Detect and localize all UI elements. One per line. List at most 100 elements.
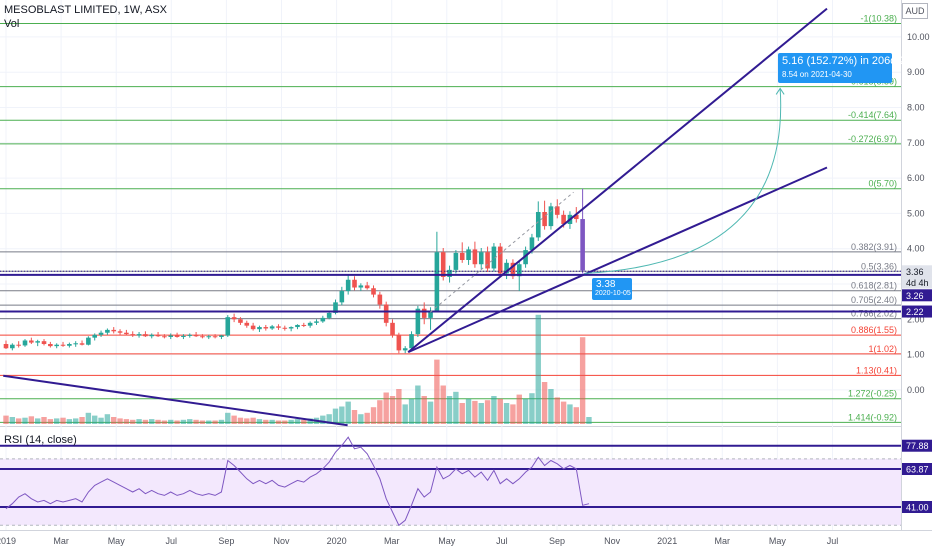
candle-body-48 — [307, 322, 313, 326]
volume-bar-84 — [535, 314, 541, 424]
volume-bar-14 — [92, 415, 98, 424]
candle-47 — [301, 322, 307, 328]
candle-71 — [453, 250, 459, 274]
fib-levels: -1(10.38)-0.618(8.59)-0.414(7.64)-0.272(… — [0, 13, 901, 423]
candle-6 — [41, 339, 47, 346]
x-tick-15: Jul — [827, 536, 839, 546]
candle-body-56 — [358, 285, 364, 288]
candle-body-91 — [580, 219, 585, 271]
rsi-badge-2: 41.00 — [906, 503, 929, 513]
candle-50 — [320, 315, 326, 323]
rsi-badge-0: 77.88 — [906, 441, 929, 451]
candle-54 — [345, 274, 351, 295]
candle-body-54 — [345, 279, 351, 292]
candle-body-52 — [333, 302, 338, 313]
volume-bars — [3, 314, 592, 424]
candle-body-9 — [60, 344, 66, 346]
volume-bar-55 — [351, 410, 358, 424]
rsi-badge-1: 63.87 — [906, 465, 929, 475]
volume-bar-43 — [275, 420, 282, 424]
candle-19 — [124, 329, 129, 336]
candle-body-63 — [402, 348, 408, 351]
grid — [0, 0, 901, 530]
candle-9 — [60, 341, 66, 347]
currency-button[interactable]: AUD — [902, 3, 928, 19]
candle-body-5 — [35, 341, 40, 343]
candle-body-23 — [149, 334, 155, 337]
volume-bar-29 — [187, 419, 193, 424]
candle-68 — [434, 231, 440, 313]
candle-body-36 — [231, 317, 237, 320]
candle-body-34 — [219, 335, 224, 337]
candle-84 — [535, 201, 541, 241]
candle-26 — [168, 333, 174, 340]
trendline-2 — [3, 374, 348, 427]
badge-level-a-bg — [902, 289, 932, 302]
volume-bar-1 — [9, 417, 16, 424]
candle-body-45 — [288, 327, 294, 329]
candle-body-10 — [67, 344, 72, 346]
fib-label-2: -0.414(7.64) — [848, 110, 897, 120]
candle-body-82 — [523, 250, 528, 265]
volume-bar-45 — [288, 419, 294, 424]
volume-bar-41 — [263, 419, 269, 424]
volume-bar-12 — [79, 417, 85, 424]
x-tick-11: Nov — [604, 536, 621, 546]
volume-bar-40 — [256, 419, 263, 424]
volume-bar-68 — [434, 359, 440, 424]
candle-body-43 — [276, 326, 281, 328]
candle-body-51 — [326, 312, 332, 318]
candle-10 — [67, 342, 72, 348]
candle-body-21 — [136, 334, 142, 336]
candle-61 — [390, 319, 395, 338]
trendlines — [0, 7, 901, 427]
candle-58 — [371, 285, 376, 298]
candle-body-2 — [16, 344, 21, 346]
volume-bar-10 — [66, 419, 73, 424]
fib-label-12: 1.13(0.41) — [856, 365, 897, 375]
candle-body-79 — [504, 262, 509, 274]
volume-bar-69 — [440, 385, 446, 424]
volume-bar-65 — [415, 385, 421, 424]
candle-3 — [22, 339, 28, 347]
projection-line1: 5.16 (152.72%) in 206d 21h — [782, 55, 918, 67]
candle-body-40 — [257, 327, 262, 330]
volume-bar-90 — [573, 407, 579, 424]
candle-82 — [523, 246, 528, 268]
candle-body-41 — [263, 327, 269, 329]
x-tick-6: 2020 — [327, 536, 347, 546]
fib-label-6: 0.5(3.36) — [861, 261, 897, 271]
x-tick-2: May — [108, 536, 126, 546]
volume-bar-0 — [3, 415, 9, 424]
projection-tooltip: 5.16 (152.72%) in 206d 21h 8.54 on 2021-… — [778, 53, 918, 83]
x-tick-1: Mar — [53, 536, 69, 546]
rsi-badge-bg-2 — [902, 501, 932, 513]
candle-28 — [181, 334, 186, 340]
candle-64 — [409, 331, 414, 351]
rsi-pane — [0, 436, 901, 527]
candle-body-11 — [73, 343, 79, 345]
volume-bar-33 — [212, 420, 218, 424]
candle-74 — [472, 241, 478, 268]
volume-bar-30 — [193, 419, 199, 424]
volume-bar-28 — [180, 419, 187, 424]
y-tick-6: 4.00 — [907, 244, 925, 254]
volume-bar-89 — [567, 404, 573, 424]
candle-18 — [117, 329, 123, 335]
candle-1 — [10, 343, 15, 351]
candle-36 — [231, 313, 237, 323]
volume-bar-80 — [510, 404, 516, 424]
volume-bar-83 — [529, 393, 535, 424]
candle-body-75 — [478, 252, 484, 265]
candle-body-13 — [86, 337, 91, 345]
volume-bar-71 — [453, 391, 459, 424]
volume-bar-91 — [579, 337, 586, 424]
volume-bar-85 — [541, 382, 548, 424]
projection-guide — [429, 191, 574, 313]
candle-63 — [402, 346, 408, 354]
price-marker: 3.38 2020-10-05 — [592, 278, 632, 300]
candle-body-68 — [434, 252, 440, 313]
volume-bar-16 — [104, 414, 111, 424]
